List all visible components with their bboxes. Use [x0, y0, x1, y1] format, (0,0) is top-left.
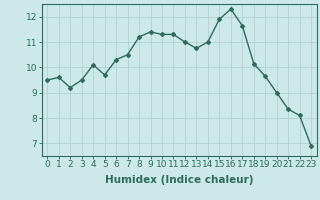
- X-axis label: Humidex (Indice chaleur): Humidex (Indice chaleur): [105, 175, 253, 185]
